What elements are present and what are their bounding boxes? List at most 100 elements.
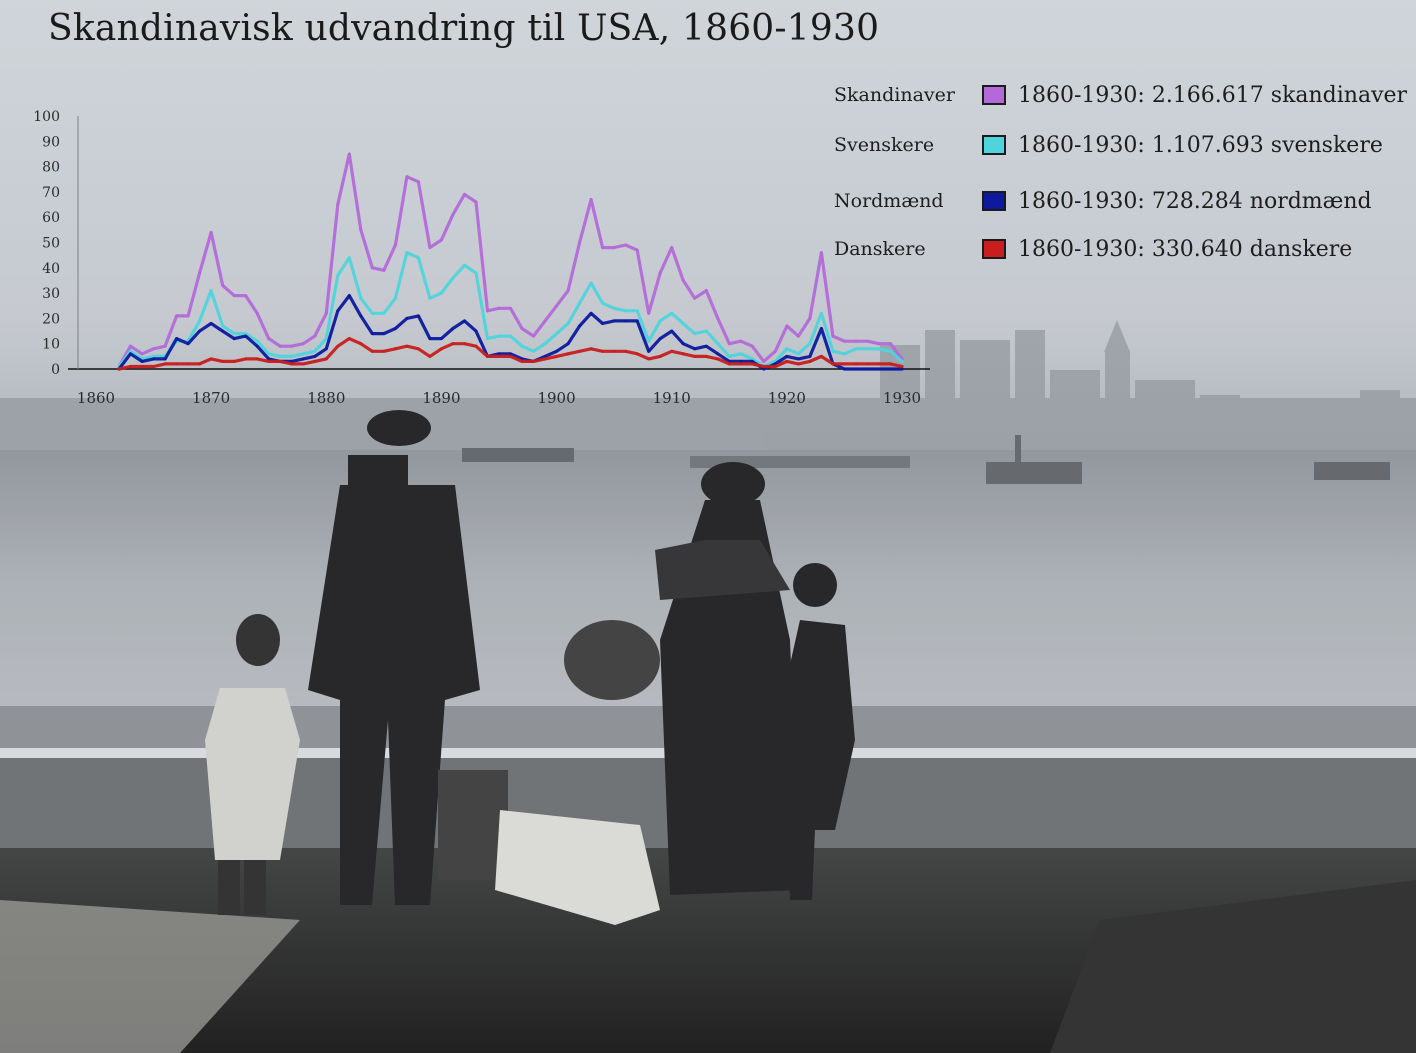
data-point-nordmnd	[313, 355, 317, 358]
data-point-danskere	[451, 342, 455, 346]
data-point-svenskere	[877, 347, 881, 351]
legend-text: 1860-1930: 330.640 danskere	[1018, 236, 1353, 262]
data-point-danskere	[382, 349, 386, 353]
data-point-danskere	[175, 362, 179, 366]
data-point-skandinaver	[451, 213, 455, 217]
y-tick-label: 60	[42, 210, 60, 226]
data-point-danskere	[244, 357, 248, 361]
data-point-svenskere	[555, 332, 558, 335]
data-point-skandinaver	[647, 311, 651, 315]
legend-swatch	[982, 135, 1006, 155]
data-point-skandinaver	[658, 271, 662, 275]
data-point-danskere	[612, 349, 616, 353]
data-point-svenskere	[750, 357, 754, 361]
data-point-skandinaver	[716, 317, 720, 320]
data-point-danskere	[808, 360, 812, 363]
data-point-svenskere	[324, 337, 328, 340]
data-point-nordmnd	[175, 337, 179, 340]
data-point-svenskere	[129, 349, 132, 353]
data-point-nordmnd	[509, 352, 512, 356]
data-point-nordmnd	[739, 360, 743, 363]
data-point-svenskere	[451, 276, 455, 280]
data-point-skandinaver	[497, 306, 501, 310]
data-point-skandinaver	[336, 203, 340, 206]
data-point-danskere	[566, 352, 570, 356]
data-point-nordmnd	[497, 352, 501, 356]
data-point-nordmnd	[797, 357, 800, 361]
legend-text: 1860-1930: 1.107.693 svenskere	[1018, 132, 1383, 158]
data-point-danskere	[797, 362, 800, 366]
data-point-skandinaver	[797, 334, 800, 338]
data-point-nordmnd	[440, 337, 443, 340]
data-point-nordmnd	[394, 327, 397, 330]
y-tick-label: 70	[42, 185, 60, 201]
data-point-skandinaver	[693, 296, 697, 300]
data-point-danskere	[440, 347, 443, 351]
data-point-nordmnd	[555, 349, 558, 353]
data-point-svenskere	[693, 332, 697, 335]
data-point-skandinaver	[359, 228, 363, 232]
legend-item-danskere: Danskere 1860-1930: 330.640 danskere	[834, 234, 1352, 264]
data-point-nordmnd	[578, 324, 581, 328]
data-point-danskere	[831, 362, 835, 366]
data-point-nordmnd	[681, 342, 685, 346]
data-point-skandinaver	[785, 324, 789, 328]
y-tick-label: 50	[42, 236, 60, 252]
data-point-skandinaver	[808, 317, 812, 320]
data-point-danskere	[555, 355, 558, 358]
data-point-skandinaver	[750, 344, 754, 348]
data-point-danskere	[290, 362, 294, 366]
data-point-danskere	[463, 342, 466, 346]
data-point-svenskere	[463, 263, 466, 267]
data-point-nordmnd	[244, 334, 248, 338]
x-tick-label: 1890	[422, 389, 460, 407]
data-point-danskere	[394, 347, 397, 351]
data-point-danskere	[889, 362, 892, 366]
data-point-nordmnd	[301, 357, 305, 361]
data-point-svenskere	[716, 342, 720, 346]
data-point-skandinaver	[773, 349, 777, 353]
data-point-svenskere	[428, 296, 432, 300]
data-point-danskere	[163, 362, 167, 366]
data-point-nordmnd	[267, 357, 271, 361]
data-point-svenskere	[831, 349, 835, 353]
data-point-skandinaver	[301, 342, 305, 346]
data-point-svenskere	[704, 329, 708, 333]
data-point-skandinaver	[267, 337, 271, 340]
data-point-danskere	[589, 347, 593, 351]
data-point-danskere	[877, 362, 881, 366]
data-point-svenskere	[313, 349, 317, 353]
data-point-nordmnd	[566, 342, 570, 346]
data-point-skandinaver	[532, 334, 535, 338]
data-point-skandinaver	[889, 342, 892, 346]
x-tick-label: 1880	[307, 389, 345, 407]
data-point-svenskere	[278, 355, 282, 358]
data-point-svenskere	[612, 306, 616, 310]
legend-swatch	[982, 239, 1006, 259]
data-point-danskere	[336, 344, 340, 348]
data-point-skandinaver	[681, 279, 685, 282]
data-point-danskere	[129, 365, 132, 368]
data-point-svenskere	[785, 347, 789, 351]
data-point-svenskere	[244, 332, 248, 335]
data-point-skandinaver	[405, 175, 409, 179]
data-point-danskere	[255, 357, 259, 361]
data-point-danskere	[635, 352, 639, 356]
data-point-nordmnd	[820, 327, 823, 330]
data-point-danskere	[221, 360, 225, 363]
data-point-skandinaver	[440, 238, 443, 242]
legend-name: Nordmænd	[834, 190, 944, 212]
data-point-nordmnd	[405, 317, 409, 320]
data-point-skandinaver	[129, 344, 132, 348]
data-point-svenskere	[486, 337, 489, 340]
legend-swatch	[982, 85, 1006, 105]
data-point-svenskere	[359, 296, 363, 300]
data-point-svenskere	[820, 311, 823, 315]
data-point-nordmnd	[129, 352, 132, 356]
data-point-skandinaver	[290, 344, 294, 348]
data-point-danskere	[693, 355, 697, 358]
data-point-danskere	[578, 349, 581, 353]
data-point-skandinaver	[520, 327, 524, 330]
y-tick-label: 20	[42, 311, 60, 327]
data-point-svenskere	[497, 334, 501, 338]
